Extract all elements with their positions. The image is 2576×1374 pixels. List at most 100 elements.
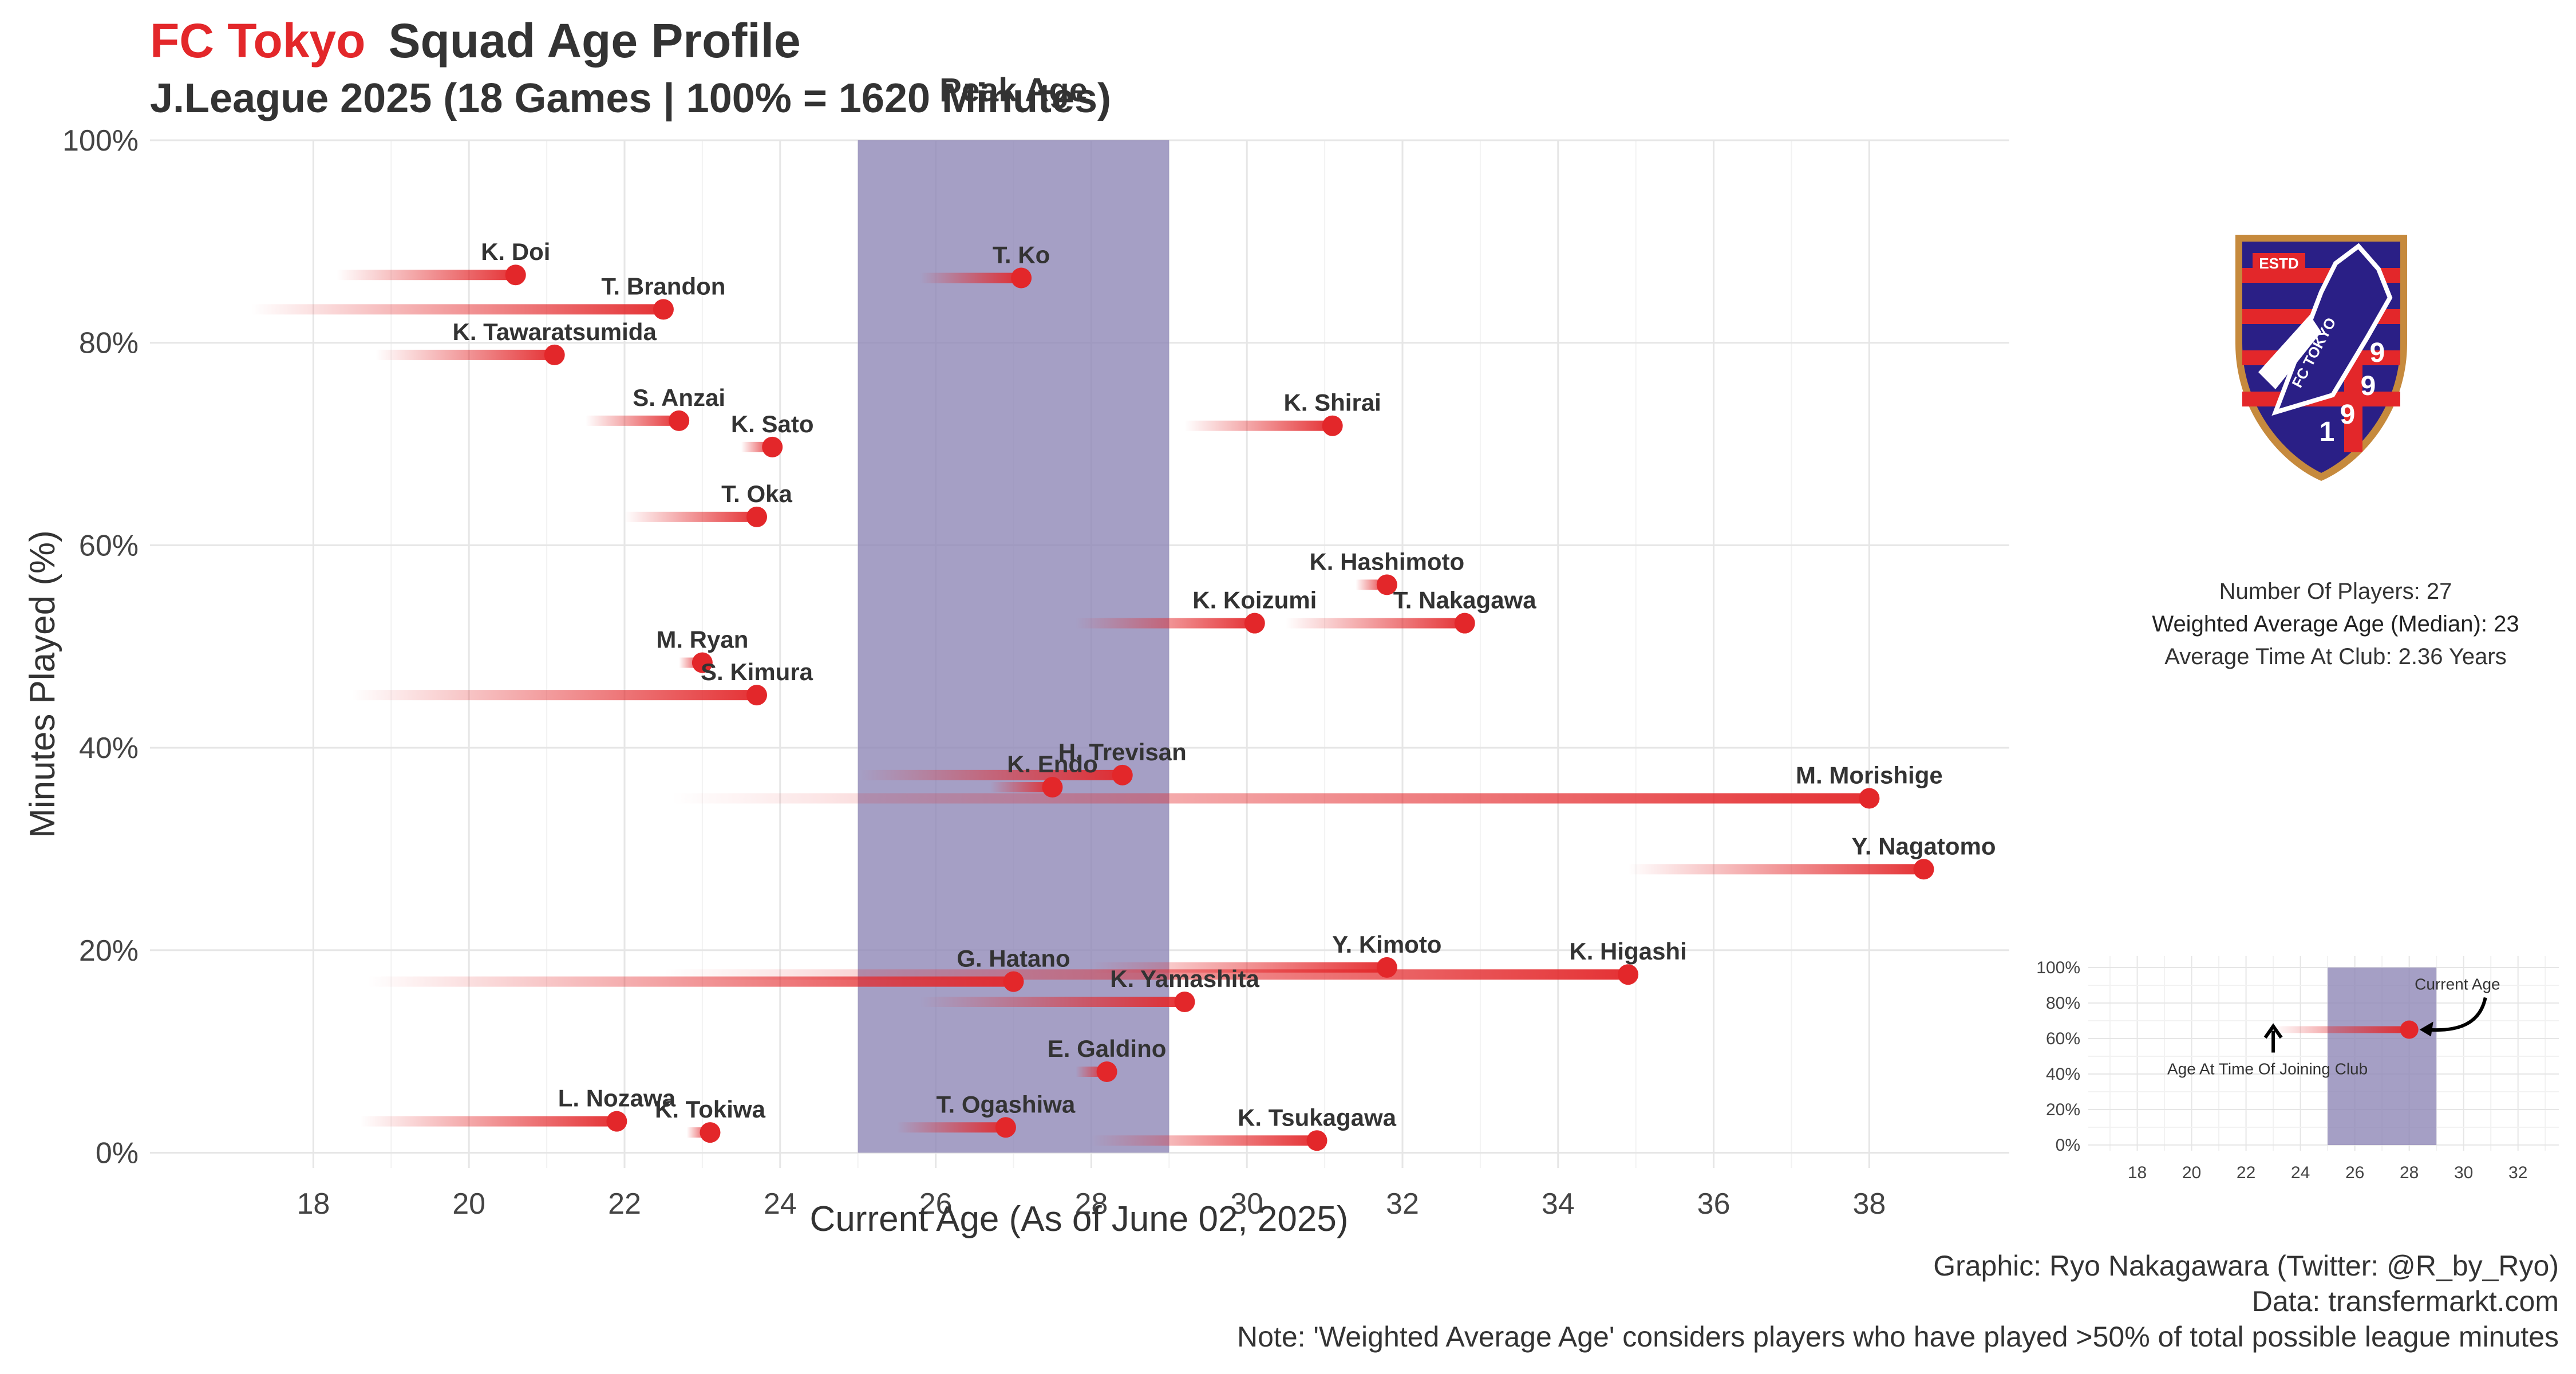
inset-x-tick-label: 18 [2128,1163,2147,1182]
label-g-hatano: G. Hatano [957,945,1070,972]
trail-k-doi [337,270,516,281]
point-k-tsukagawa [1306,1130,1327,1151]
inset-joining-arrowhead [2263,1023,2283,1039]
point-k-shirai [1322,415,1343,436]
trail-h-trevisan [858,769,1123,780]
label-k-doi: K. Doi [481,238,550,265]
point-h-trevisan [1112,764,1133,785]
y-axis-title: Minutes Played (%) [23,530,62,838]
label-t-ogashiwa: T. Ogashiwa [937,1091,1076,1118]
point-k-tokiwa [700,1122,721,1143]
point-m-ryan [692,652,713,673]
point-k-endo [1042,777,1063,798]
point-t-brandon [653,299,674,320]
trail-k-yamashita [920,996,1185,1007]
label-m-ryan: M. Ryan [656,626,748,653]
peak-age-label: Peak Age [939,72,1088,109]
inset-x-tick-label: 30 [2454,1163,2473,1182]
x-tick-label: 38 [1852,1187,1886,1221]
inset-y-tick-label: 40% [2046,1065,2080,1084]
trail-g-hatano [368,976,1014,987]
crest-estd: ESTD [2259,255,2298,272]
player-labels: K. Doi T. Brandon K. Tawaratsumida S. Anzai… [453,238,1996,1131]
caption-data: Data: transfermarkt.com [2252,1285,2559,1317]
point-k-koizumi [1244,613,1265,634]
crest-digit-2: 9 [2361,371,2376,401]
x-tick-label: 24 [764,1187,797,1221]
inset-example-point [2400,1020,2419,1039]
crest-digit-0: 1 [2320,417,2335,447]
x-tick-label: 28 [1074,1187,1108,1221]
point-m-morishige [1859,788,1880,809]
stat-number-of-players: Number Of Players: 27 [2219,579,2452,604]
trail-k-tsukagawa [1091,1135,1317,1146]
x-tick-label: 30 [1230,1187,1263,1221]
inset-y-tick-label: 0% [2056,1136,2080,1155]
trail-s-anzai [586,415,679,426]
legend-inset: 18 20 22 24 26 28 30 32 0% 20% 40% 60% 80% 100% Curren… [2036,956,2559,1182]
x-tick-label: 36 [1697,1187,1730,1221]
trail-t-ko [920,273,1022,283]
x-axis-ticks: 18 20 22 24 26 28 30 32 34 36 38 [297,1187,1886,1221]
y-tick-label: 0% [96,1136,139,1170]
x-axis-title: Current Age (As of June 02, 2025) [810,1199,1349,1239]
crest-digit-1: 9 [2370,338,2385,368]
stat-weighted-age: Weighted Average Age (Median): 23 [2152,611,2519,637]
player-trails [251,270,1924,1146]
trail-s-kimura [352,690,757,701]
x-tick-label: 18 [297,1187,330,1221]
inset-x-tick-label: 22 [2237,1163,2255,1182]
x-tick-label: 22 [608,1187,641,1221]
label-k-koizumi: K. Koizumi [1192,587,1317,614]
trail-l-nozawa [359,1116,617,1127]
inset-current-age-arrow [2426,997,2487,1032]
fc-tokyo-crest-icon: ESTD FC TOKYO 9 9 9 1 [2235,235,2407,481]
trail-t-brandon [251,304,663,315]
x-tick-label: 34 [1542,1187,1575,1221]
x-tick-label: 32 [1386,1187,1419,1221]
point-t-ko [1011,267,1032,289]
label-y-nagatomo: Y. Nagatomo [1851,832,1996,859]
inset-joining-label: Age At Time Of Joining Club [2167,1060,2368,1078]
label-k-yamashita: K. Yamashita [1110,965,1259,992]
caption-note: Note: 'Weighted Average Age' considers p… [1237,1321,2559,1353]
label-s-anzai: S. Anzai [633,384,725,411]
inset-x-tick-label: 26 [2345,1163,2364,1182]
trail-k-tawaratsumida [376,349,555,360]
point-g-hatano [1003,971,1024,992]
trail-t-oka [624,511,757,522]
y-tick-label: 100% [62,124,139,157]
inset-y-tick-label: 100% [2036,958,2080,977]
inset-example-trail [2273,1026,2409,1033]
y-tick-label: 60% [79,529,139,562]
y-tick-label: 40% [79,732,139,765]
label-k-tawaratsumida: K. Tawaratsumida [453,318,657,345]
label-k-sato: K. Sato [731,410,814,437]
inset-x-tick-label: 32 [2508,1163,2527,1182]
point-s-kimura [746,685,768,706]
inset-x-tick-label: 20 [2182,1163,2201,1182]
point-y-nagatomo [1913,859,1934,880]
point-k-hashimoto [1376,574,1397,595]
label-s-kimura: S. Kimura [701,658,813,685]
label-m-morishige: M. Morishige [1796,762,1943,789]
stat-time-at-club: Average Time At Club: 2.36 Years [2164,644,2506,669]
label-t-oka: T. Oka [721,480,792,507]
inset-y-tick-label: 80% [2046,994,2080,1013]
inset-peak-band [2328,968,2437,1145]
inset-y-tick-label: 60% [2046,1029,2080,1048]
chart-subtitle: J.League 2025 (18 Games | 100% = 1620 Mi… [150,76,1111,121]
crest-digit-3: 9 [2340,400,2356,430]
x-tick-label: 20 [452,1187,485,1221]
point-k-higashi [1618,964,1639,985]
inset-x-tick-label: 28 [2400,1163,2419,1182]
trail-k-endo [990,782,1053,793]
label-k-shirai: K. Shirai [1283,389,1381,416]
inset-y-tick-label: 20% [2046,1100,2080,1119]
y-tick-label: 20% [79,934,139,968]
point-k-yamashita [1174,991,1195,1012]
player-points [505,264,1934,1151]
label-l-nozawa: L. Nozawa [558,1085,676,1112]
x-tick-label: 26 [919,1187,953,1221]
point-k-tawaratsumida [544,344,565,365]
